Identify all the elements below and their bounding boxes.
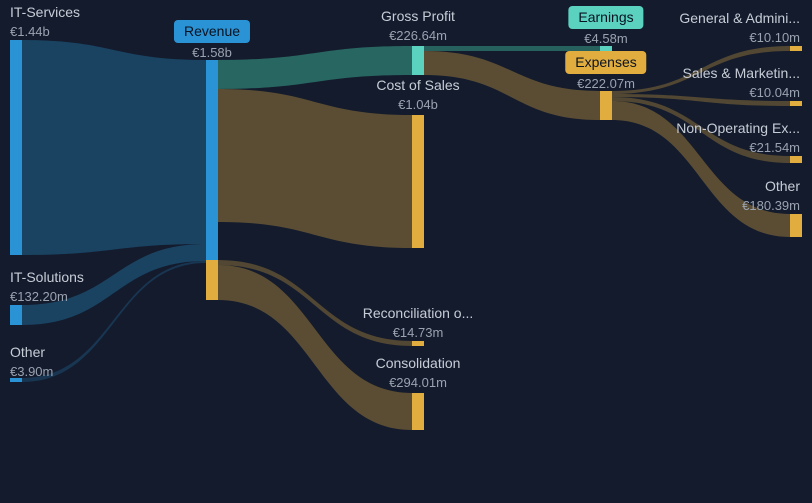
sankey-node-other_exp[interactable] xyxy=(790,214,802,237)
node-value: €1.58b xyxy=(174,45,250,60)
node-label-other_exp: Other €180.39m xyxy=(700,178,800,213)
node-title: Earnings xyxy=(568,6,643,29)
node-title: IT-Services xyxy=(10,4,80,21)
sankey-link xyxy=(218,89,412,248)
node-title: Consolidation xyxy=(376,355,461,372)
sankey-node-cost_of_sales[interactable] xyxy=(412,115,424,248)
node-title: Other xyxy=(765,178,800,195)
node-title: Cost of Sales xyxy=(376,77,459,94)
node-label-sales_mkt: Sales & Marketin... €10.04m xyxy=(650,65,800,100)
node-title: Non-Operating Ex... xyxy=(676,120,800,137)
sankey-link xyxy=(22,40,206,255)
node-value: €222.07m xyxy=(565,76,646,91)
node-title: Reconciliation o... xyxy=(363,305,474,322)
node-title: General & Admini... xyxy=(679,10,800,27)
sankey-node-rev_lower[interactable] xyxy=(206,260,218,300)
node-label-revenue: Revenue €1.58b xyxy=(174,20,250,60)
node-value: €132.20m xyxy=(10,289,170,304)
node-value: €180.39m xyxy=(700,198,800,213)
node-label-it_solutions: IT-Solutions €132.20m xyxy=(10,269,170,304)
node-value: €294.01m xyxy=(376,375,461,390)
sankey-node-revenue[interactable] xyxy=(206,60,218,260)
sankey-node-gen_admin[interactable] xyxy=(790,46,802,51)
sankey-node-consolidation[interactable] xyxy=(412,393,424,430)
node-label-non_op: Non-Operating Ex... €21.54m xyxy=(640,120,800,155)
sankey-node-gross_profit[interactable] xyxy=(412,46,424,75)
node-value: €1.04b xyxy=(376,97,459,112)
node-title: Gross Profit xyxy=(381,8,455,25)
node-title: Revenue xyxy=(174,20,250,43)
sankey-node-it_services[interactable] xyxy=(10,40,22,255)
node-label-cost_of_sales: Cost of Sales €1.04b xyxy=(376,77,459,112)
node-label-expenses: Expenses €222.07m xyxy=(565,51,646,91)
sankey-node-it_solutions[interactable] xyxy=(10,305,22,325)
node-label-reconciliation: Reconciliation o... €14.73m xyxy=(363,305,474,340)
node-label-other_src: Other €3.90m xyxy=(10,344,170,379)
node-label-gen_admin: General & Admini... €10.10m xyxy=(650,10,800,45)
node-value: €14.73m xyxy=(363,325,474,340)
node-label-it_services: IT-Services €1.44b xyxy=(10,4,170,39)
node-value: €10.04m xyxy=(650,85,800,100)
node-title: IT-Solutions xyxy=(10,269,84,286)
sankey-node-reconciliation[interactable] xyxy=(412,341,424,346)
node-label-consolidation: Consolidation €294.01m xyxy=(376,355,461,390)
node-label-earnings: Earnings €4.58m xyxy=(568,6,643,46)
node-value: €1.44b xyxy=(10,24,170,39)
sankey-node-sales_mkt[interactable] xyxy=(790,101,802,106)
node-value: €226.64m xyxy=(381,28,455,43)
node-title: Sales & Marketin... xyxy=(683,65,801,82)
node-title: Expenses xyxy=(565,51,646,74)
node-label-gross_profit: Gross Profit €226.64m xyxy=(381,8,455,43)
node-value: €10.10m xyxy=(650,30,800,45)
node-value: €21.54m xyxy=(640,140,800,155)
node-value: €4.58m xyxy=(568,31,643,46)
sankey-link xyxy=(218,265,412,430)
sankey-node-expenses[interactable] xyxy=(600,91,612,120)
node-title: Other xyxy=(10,344,45,361)
sankey-node-non_op[interactable] xyxy=(790,156,802,163)
node-value: €3.90m xyxy=(10,364,170,379)
